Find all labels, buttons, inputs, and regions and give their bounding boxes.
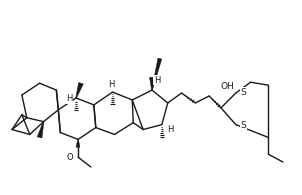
Text: H: H [66,95,72,104]
Text: H: H [108,80,115,89]
Polygon shape [37,121,44,138]
Text: S: S [241,121,246,130]
Polygon shape [76,139,80,147]
Text: H: H [168,125,174,134]
Polygon shape [76,82,83,98]
Polygon shape [149,77,154,90]
Text: O: O [66,153,73,162]
Text: H: H [154,76,160,85]
Text: OH: OH [221,82,235,91]
Polygon shape [152,58,162,90]
Text: S: S [241,88,246,97]
